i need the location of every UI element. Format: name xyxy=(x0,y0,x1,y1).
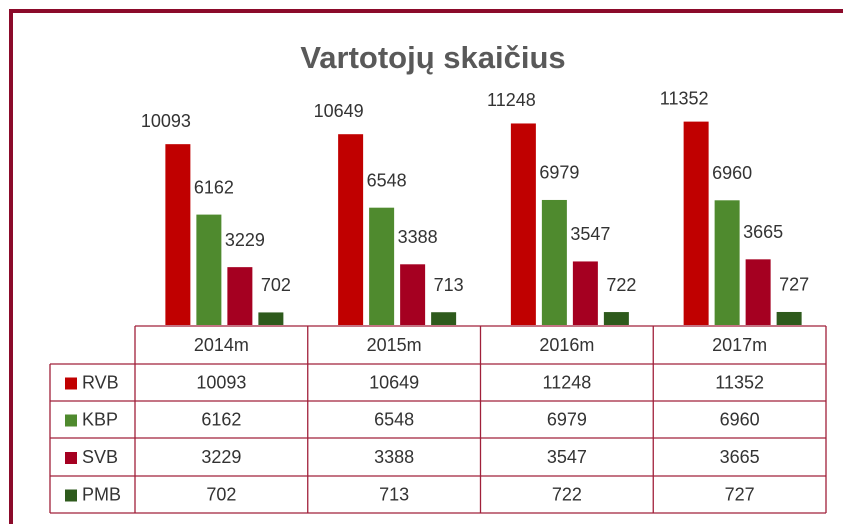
table-value: 6979 xyxy=(547,409,587,429)
bar xyxy=(776,311,802,325)
legend-label: KBP xyxy=(82,409,118,429)
legend-label: SVB xyxy=(82,447,118,467)
legend-key xyxy=(65,489,77,502)
table-value: 6548 xyxy=(374,409,414,429)
data-label: 10649 xyxy=(314,101,364,121)
data-label: 722 xyxy=(606,275,636,295)
bar xyxy=(603,312,629,325)
bar xyxy=(745,259,771,325)
data-label: 6979 xyxy=(539,163,579,183)
table-value: 6162 xyxy=(201,409,241,429)
category-label: 2017m xyxy=(712,335,767,355)
table-value: 3665 xyxy=(720,447,760,467)
bar xyxy=(510,123,536,326)
table-value: 10093 xyxy=(196,372,246,392)
bar xyxy=(714,200,740,325)
bar xyxy=(369,207,395,325)
bar xyxy=(227,267,253,325)
category-label: 2016m xyxy=(539,335,594,355)
data-label: 11352 xyxy=(660,88,709,108)
bar xyxy=(572,261,598,325)
table-value: 713 xyxy=(379,484,409,504)
bar xyxy=(196,214,222,325)
data-label: 3665 xyxy=(743,222,783,242)
legend-label: RVB xyxy=(82,372,119,392)
data-label: 11248 xyxy=(487,90,536,110)
bar xyxy=(541,199,567,325)
data-label: 10093 xyxy=(141,111,191,131)
table-value: 3547 xyxy=(547,447,587,467)
table-value: 3229 xyxy=(201,447,241,467)
data-label: 3388 xyxy=(398,227,438,247)
legend-key xyxy=(65,414,77,427)
legend-key xyxy=(65,377,77,390)
bar xyxy=(431,312,457,325)
table-value: 6960 xyxy=(720,409,760,429)
bar xyxy=(165,144,191,325)
data-label: 702 xyxy=(261,275,291,295)
category-label: 2014m xyxy=(194,335,249,355)
table-value: 10649 xyxy=(369,372,419,392)
data-label: 6548 xyxy=(367,170,407,190)
table-value: 11352 xyxy=(715,372,764,392)
legend-label: PMB xyxy=(82,484,121,504)
bar xyxy=(683,121,709,325)
data-label: 6162 xyxy=(194,177,234,197)
data-label: 713 xyxy=(434,275,464,295)
bar xyxy=(338,134,364,325)
category-label: 2015m xyxy=(367,335,422,355)
table-value: 722 xyxy=(552,484,582,504)
data-label: 727 xyxy=(779,275,809,295)
data-label: 3547 xyxy=(570,224,610,244)
table-value: 727 xyxy=(725,484,755,504)
data-label: 6960 xyxy=(712,163,752,183)
chart-title: Vartotojų skaičius xyxy=(300,40,565,75)
bar xyxy=(400,264,426,325)
table-value: 702 xyxy=(206,484,236,504)
table-value: 3388 xyxy=(374,447,414,467)
bar xyxy=(258,312,284,325)
legend-key xyxy=(65,452,77,464)
table-value: 11248 xyxy=(543,372,592,392)
data-label: 3229 xyxy=(225,230,265,250)
